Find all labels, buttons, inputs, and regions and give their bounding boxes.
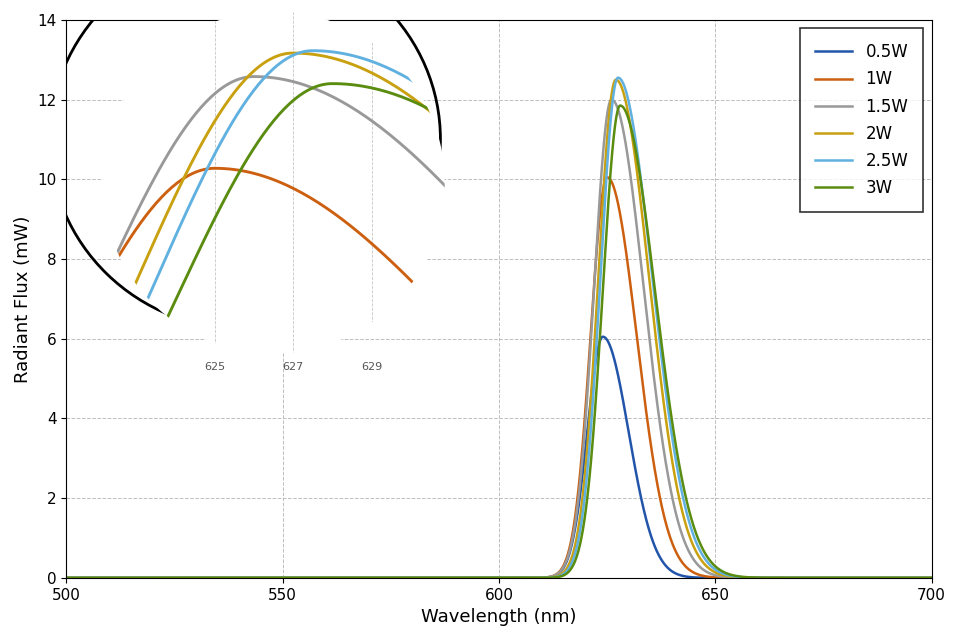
2.5W (816, 574, 828, 582)
Line: 0.5W: 0.5W (66, 337, 931, 578)
1.5W (393, 574, 404, 582)
1.5W (210, 574, 222, 582)
Y-axis label: Radiant Flux (mW): Radiant Flux (mW) (13, 215, 32, 383)
1.5W (60, 574, 72, 582)
Line: 2.5W: 2.5W (66, 77, 931, 578)
2.5W (210, 574, 222, 582)
1.5W (606, 96, 617, 104)
2.5W (430, 574, 442, 582)
1.5W (430, 574, 442, 582)
1W (60, 574, 72, 582)
X-axis label: Wavelength (nm): Wavelength (nm) (421, 608, 577, 626)
3W (60, 574, 72, 582)
2W (909, 574, 921, 582)
0.5W (430, 574, 442, 582)
0.5W (393, 574, 404, 582)
3W (210, 574, 222, 582)
0.5W (60, 574, 72, 582)
1W (430, 574, 442, 582)
3W (159, 574, 171, 582)
1W (602, 173, 613, 181)
2.5W (60, 574, 72, 582)
0.5W (925, 574, 937, 582)
2W (159, 574, 171, 582)
1W (909, 574, 921, 582)
2.5W (925, 574, 937, 582)
Line: 2W: 2W (66, 79, 931, 578)
3W (393, 574, 404, 582)
2W (210, 574, 222, 582)
Legend: 0.5W, 1W, 1.5W, 2W, 2.5W, 3W: 0.5W, 1W, 1.5W, 2W, 2.5W, 3W (801, 28, 924, 212)
3W (909, 574, 921, 582)
1W (393, 574, 404, 582)
2W (611, 76, 622, 83)
1.5W (925, 574, 937, 582)
0.5W (210, 574, 222, 582)
1W (925, 574, 937, 582)
1W (159, 574, 171, 582)
3W (816, 574, 828, 582)
2.5W (612, 74, 624, 81)
2W (816, 574, 828, 582)
Line: 1W: 1W (66, 177, 931, 578)
3W (614, 102, 626, 109)
0.5W (159, 574, 171, 582)
3W (925, 574, 937, 582)
2.5W (909, 574, 921, 582)
3W (430, 574, 442, 582)
1.5W (159, 574, 171, 582)
1W (816, 574, 828, 582)
2W (60, 574, 72, 582)
Line: 1.5W: 1.5W (66, 100, 931, 578)
2.5W (393, 574, 404, 582)
2W (925, 574, 937, 582)
2W (430, 574, 442, 582)
2.5W (159, 574, 171, 582)
0.5W (816, 574, 828, 582)
1.5W (816, 574, 828, 582)
Line: 3W: 3W (66, 106, 931, 578)
2W (393, 574, 404, 582)
0.5W (909, 574, 921, 582)
0.5W (597, 333, 609, 340)
1.5W (909, 574, 921, 582)
1W (210, 574, 222, 582)
